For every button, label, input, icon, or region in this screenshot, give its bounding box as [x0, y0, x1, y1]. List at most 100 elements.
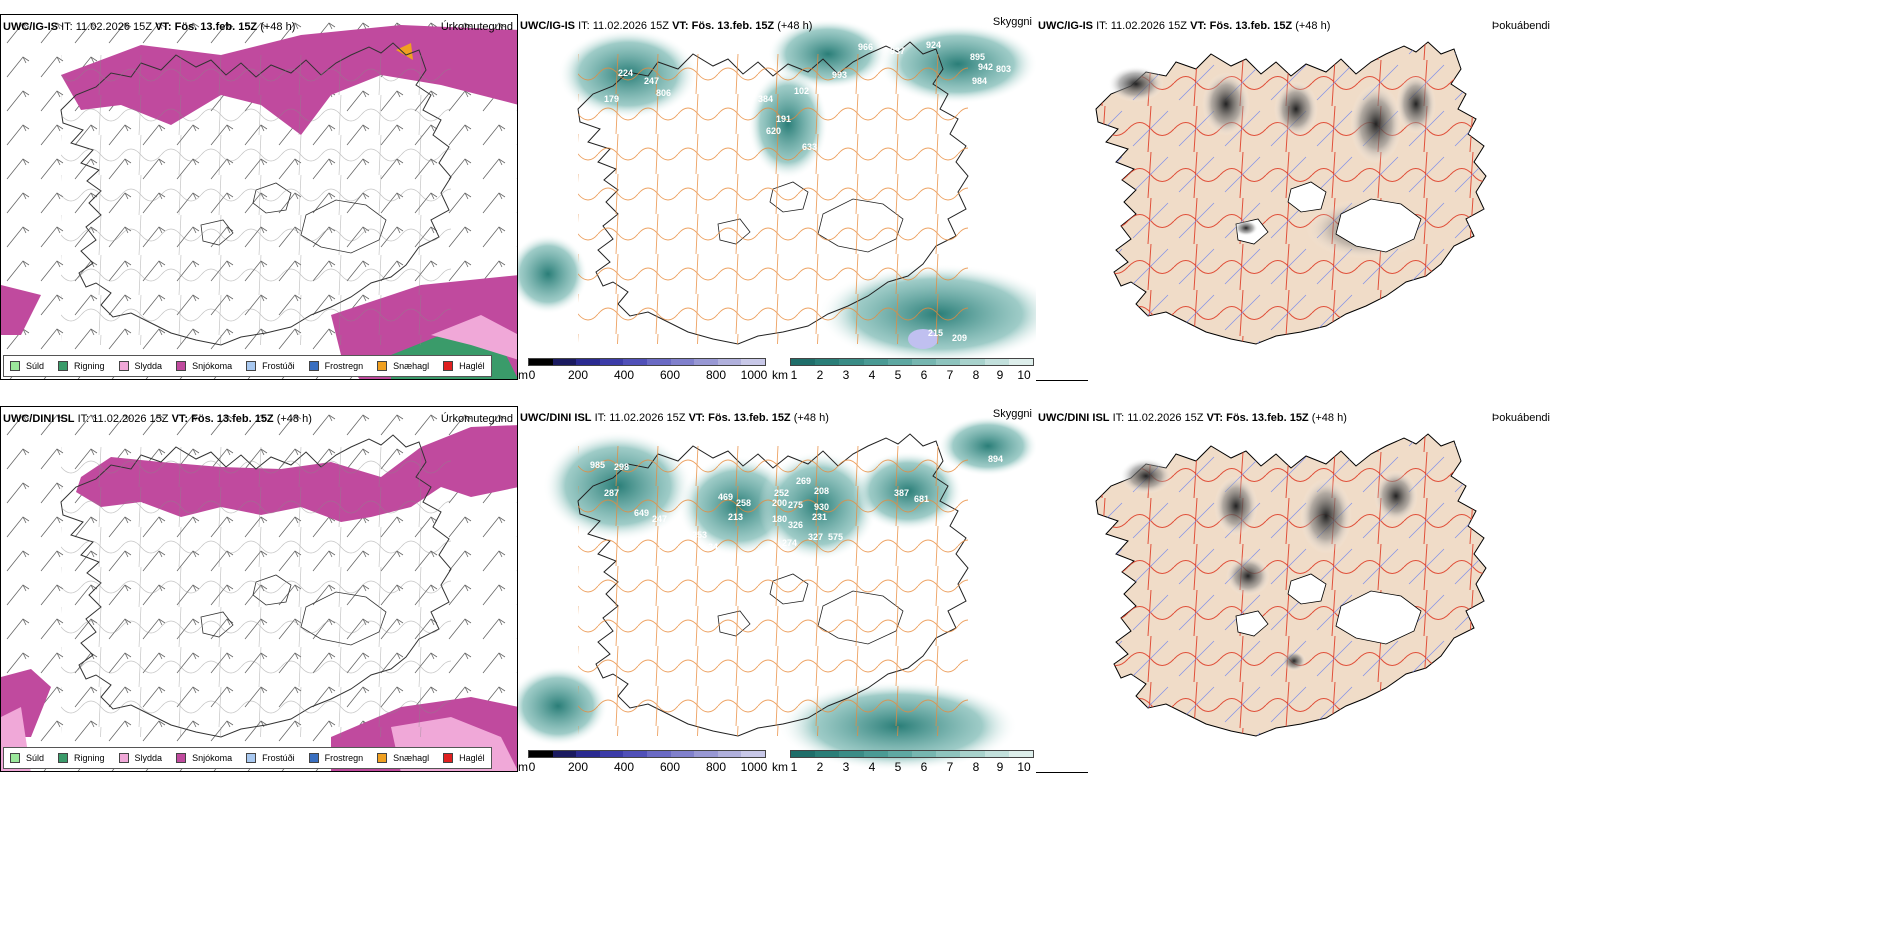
vis-label: 102 [794, 86, 809, 96]
vis-label: 213 [728, 512, 743, 522]
vis-label: 252 [774, 488, 789, 498]
vis-label: 191 [776, 114, 791, 124]
panel-title-precip: Úrkomutegund [440, 21, 513, 33]
legend-swatch [443, 361, 454, 371]
legend-item: Snjókoma [176, 753, 232, 763]
legend-swatch [377, 753, 388, 763]
visibility-colorbar-row1: km 1 2 3 4 5 6 7 8 9 10 [772, 358, 1036, 382]
vis-label: 937 [890, 46, 905, 56]
vis-label: 387 [894, 488, 909, 498]
legend-item: Frostregn [308, 753, 363, 763]
header-row1-precip: UWC/IG-IS IT: 11.02.2026 15Z VT: Fös. 13… [3, 21, 295, 33]
precip-legend-row2: Súld Rigning Slydda Snjókoma Frostúði Fr… [3, 747, 492, 769]
legend-item: Frostregn [308, 361, 363, 371]
vis-label: 179 [604, 94, 619, 104]
precip-map-row1 [1, 15, 517, 379]
legend-item: Haglél [443, 361, 485, 371]
header-row1-fog: UWC/IG-IS IT: 11.02.2026 15Z VT: Fös. 13… [1038, 20, 1331, 32]
visibility-map-row1: 966 937 924 895 942 803 984 993 224 247 … [518, 19, 1036, 364]
legend-item: Frostúði [246, 753, 295, 763]
vis-label: 327 [808, 532, 823, 542]
vis-label: 224 [618, 68, 633, 78]
visibility-bar [790, 750, 1034, 758]
vis-label: 247 [644, 76, 659, 86]
vis-label: 984 [972, 76, 987, 86]
ceiling-bar [528, 750, 766, 758]
vis-label: 930 [814, 502, 829, 512]
precip-legend-row1: Súld Rigning Slydda Snjókoma Frostúði Fr… [3, 355, 492, 377]
vis-label: 258 [736, 498, 751, 508]
header-row2-fog: UWC/DINI ISL IT: 11.02.2026 15Z VT: Fös.… [1038, 412, 1347, 424]
precip-panel-row2: UWC/DINI ISL IT: 11.02.2026 15Z VT: Fös.… [0, 406, 518, 772]
legend-swatch [246, 753, 257, 763]
it-value: 11.02.2026 15Z [75, 21, 152, 33]
vis-label: 180 [772, 514, 787, 524]
vis-label: 231 [812, 512, 827, 522]
panel-title-fog: Þokuábendi [1491, 20, 1550, 32]
vis-label: 894 [988, 454, 1003, 464]
ceiling-colorbar-row2: m 0 200 400 600 800 1000 [518, 750, 768, 774]
vis-label: 298 [614, 462, 629, 472]
legend-item: Frostúði [246, 361, 295, 371]
legend-item: Snjókoma [176, 361, 232, 371]
fog-panel-row2: UWC/DINI ISL IT: 11.02.2026 15Z VT: Fös.… [1036, 406, 1554, 772]
visibility-panel-row1: 966 937 924 895 942 803 984 993 224 247 … [518, 14, 1036, 380]
vis-label: 200 [772, 498, 787, 508]
vis-label: 681 [914, 494, 929, 504]
vis-label: 993 [832, 70, 847, 80]
ceiling-bar [528, 358, 766, 366]
legend-item: Rigning [58, 753, 105, 763]
fog-panel-row1: UWC/IG-IS IT: 11.02.2026 15Z VT: Fös. 13… [1036, 14, 1554, 380]
vis-label: 34 [708, 542, 718, 552]
vis-label: 253 [692, 530, 707, 540]
legend-swatch [308, 753, 319, 763]
legend-item: Slydda [118, 753, 162, 763]
vis-label: 895 [970, 52, 985, 62]
ceiling-unit: m [518, 368, 528, 382]
vis-label: 247 [652, 514, 667, 524]
vis-label: 274 [782, 538, 797, 548]
precip-map-row2 [1, 407, 517, 771]
vis-label: 215 [928, 328, 943, 338]
panel-title-visibility: Skyggni [992, 16, 1032, 28]
panel-title-visibility: Skyggni [992, 408, 1032, 420]
vis-label: 985 [590, 460, 605, 470]
vt-label: VT: [155, 21, 172, 33]
vis-label: 649 [634, 508, 649, 518]
vis-label: 287 [604, 488, 619, 498]
legend-swatch [443, 753, 454, 763]
legend-swatch [10, 753, 20, 763]
fog-map-row2 [1095, 433, 1487, 737]
visibility-panel-row2: 985 298 287 649 247 772 253 34 469 258 2… [518, 406, 1036, 772]
panel-title-fog: Þokuábendi [1491, 412, 1550, 424]
visibility-unit: km [772, 368, 788, 382]
legend-item: Snæhagl [377, 753, 429, 763]
vis-label: 326 [788, 520, 803, 530]
legend-swatch [377, 361, 388, 371]
legend-item: Súld [10, 361, 44, 371]
vis-label: 469 [718, 492, 733, 502]
vis-label: 966 [858, 42, 873, 52]
legend-swatch [10, 361, 20, 371]
vis-label: 806 [656, 88, 671, 98]
vis-label: 620 [766, 126, 781, 136]
header-row2-precip: UWC/DINI ISL IT: 11.02.2026 15Z VT: Fös.… [3, 413, 312, 425]
vis-label: 575 [828, 532, 843, 542]
visibility-map-row2: 985 298 287 649 247 772 253 34 469 258 2… [518, 416, 1036, 771]
legend-item: Súld [10, 753, 44, 763]
vis-label: 269 [796, 476, 811, 486]
legend-swatch [118, 753, 129, 763]
ceiling-colorbar-row1: m 0 200 400 600 800 1000 [518, 358, 768, 382]
legend-swatch [246, 361, 257, 371]
model-name: UWC/IG-IS [3, 21, 58, 33]
legend-swatch [58, 753, 69, 763]
vis-label: 275 [788, 500, 803, 510]
visibility-colorbar-row2: km 1 2 3 4 5 6 7 8 9 10 [772, 750, 1036, 774]
legend-item: Haglél [443, 753, 485, 763]
vis-label: 633 [802, 142, 817, 152]
legend-swatch [176, 361, 187, 371]
vis-label: 209 [952, 333, 967, 343]
it-label: IT: [61, 21, 73, 33]
lead-time: (+48 h) [260, 21, 296, 33]
legend-swatch [176, 753, 187, 763]
